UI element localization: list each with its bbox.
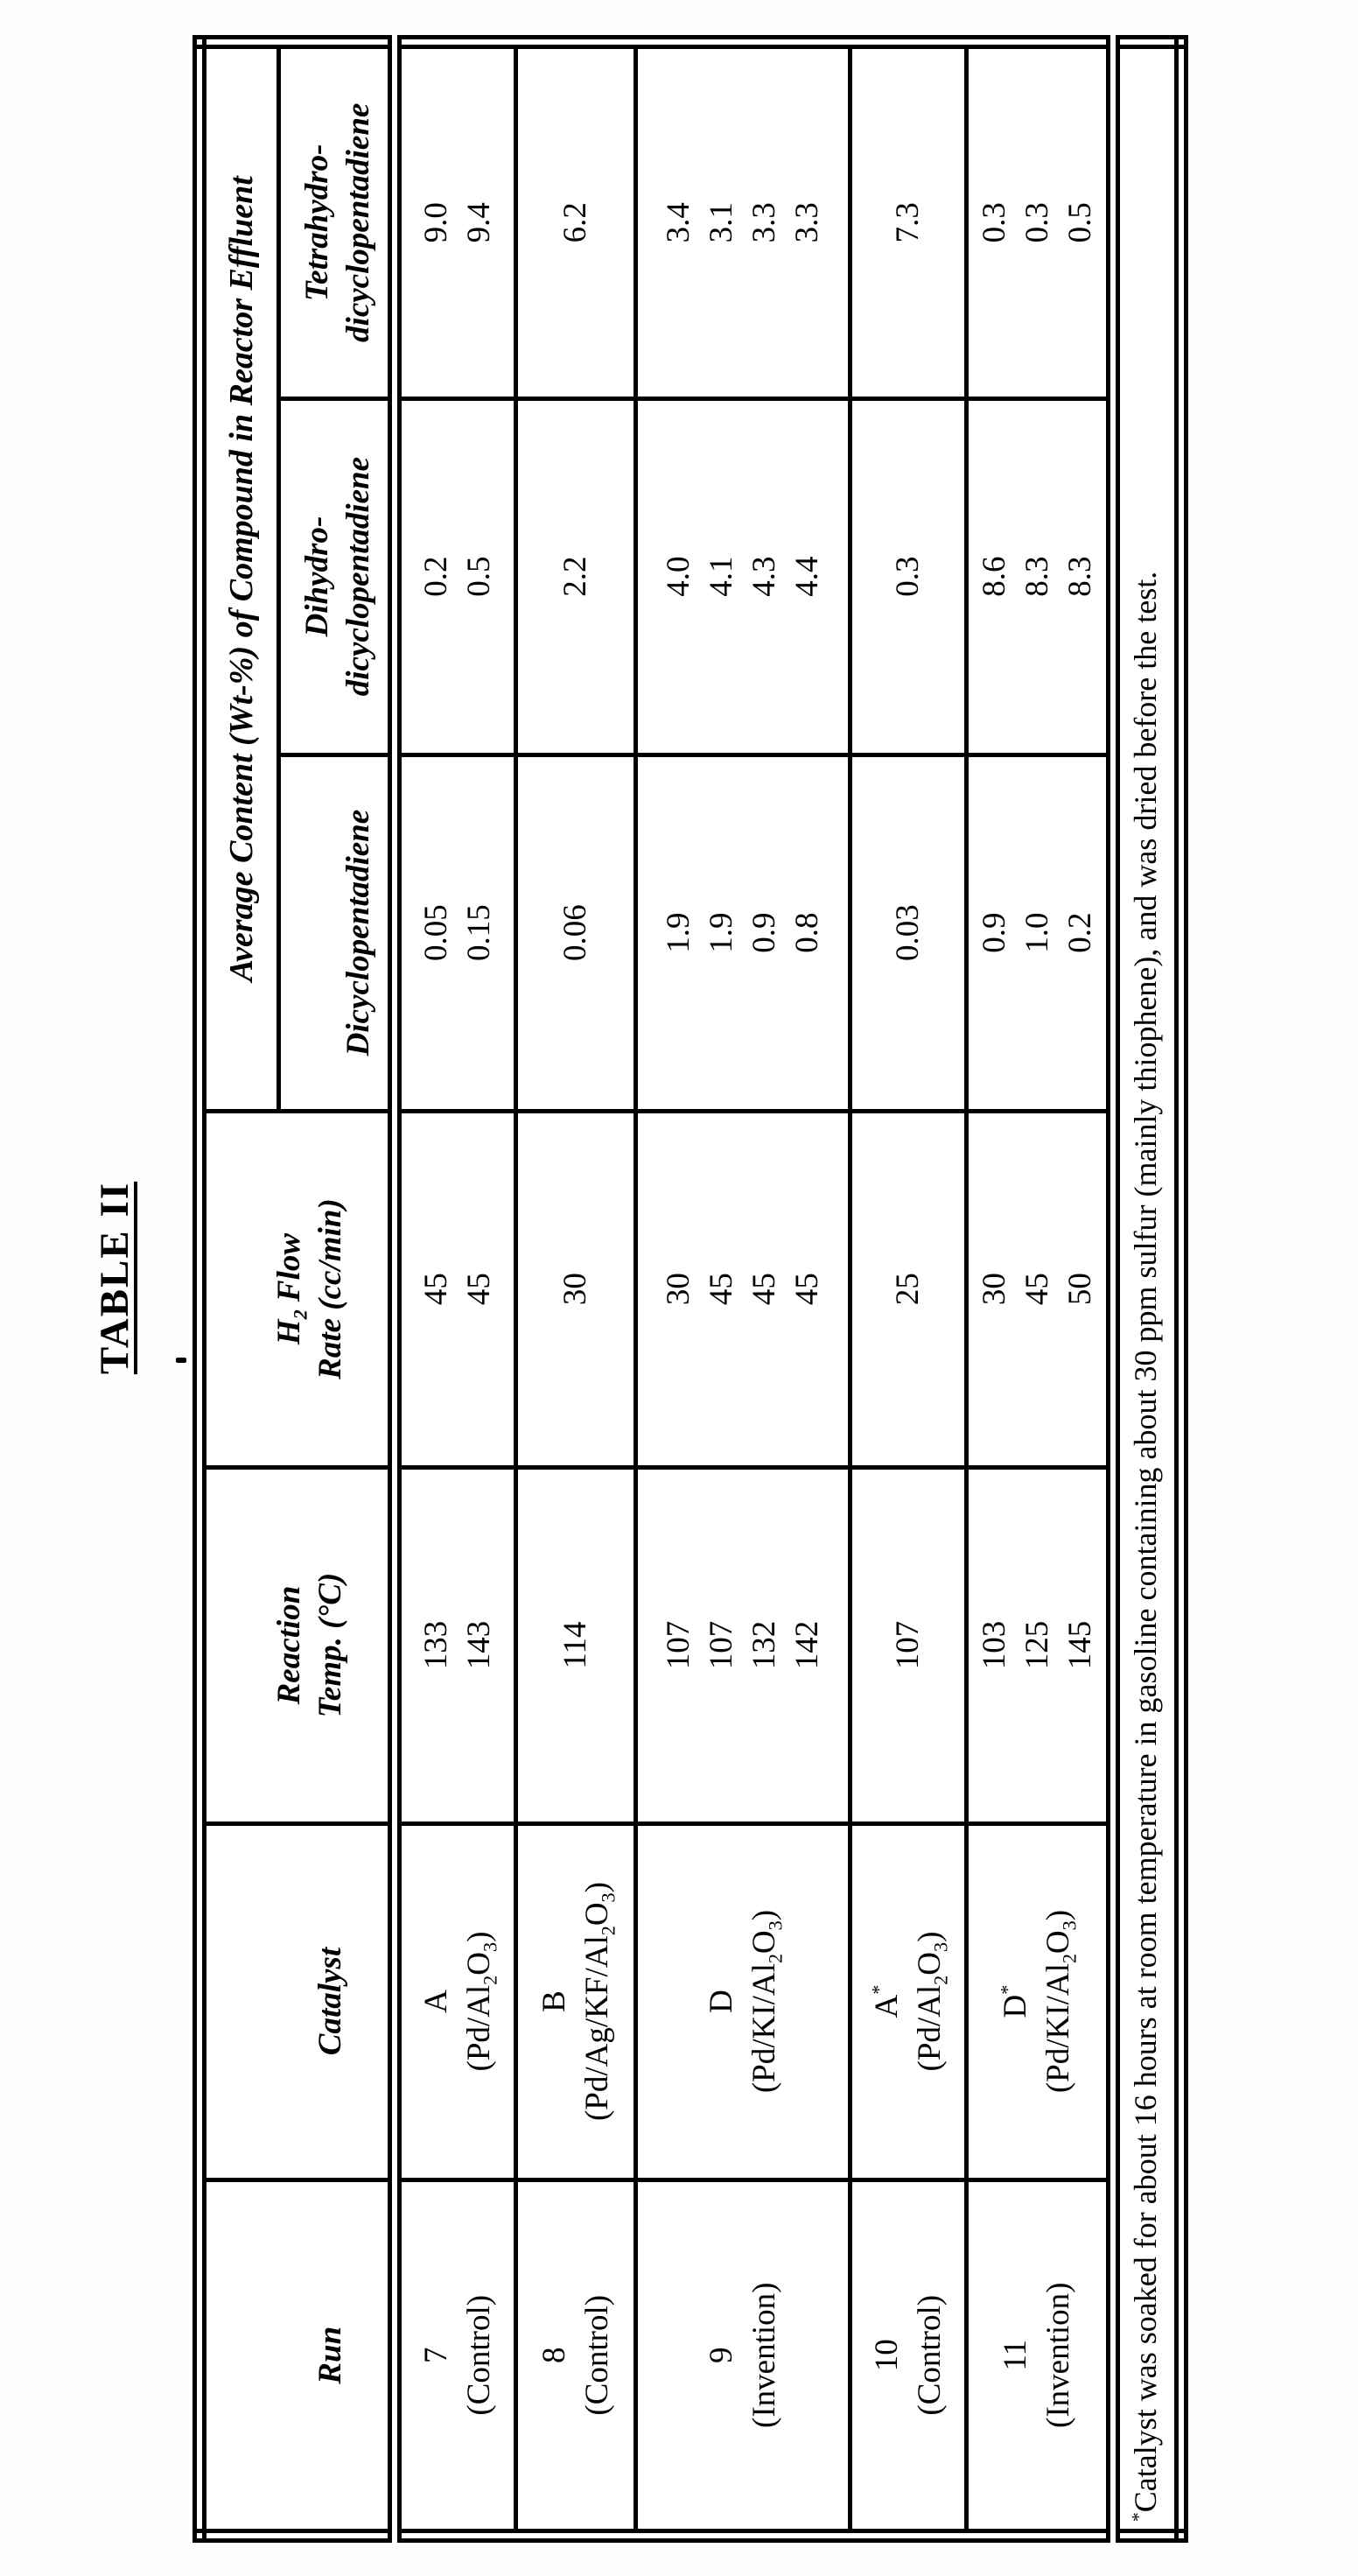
cell-dicyclopentadiene: 1.9 1.9 0.9 0.8 [635, 755, 850, 1112]
cell-tetrahydro: 3.4 3.1 3.3 3.3 [635, 42, 850, 399]
run-9-row: 9 (Invention) D (Pd/KI/Al2O3) 107 107 132 142… [635, 42, 850, 2536]
cell-dicyclopentadiene: 0.9 1.0 0.2 [966, 755, 1113, 1112]
cell-dihydro: 8.6 8.3 8.3 [966, 398, 1113, 755]
subheader-dicyclopentadiene: Dicyclopentadiene [278, 755, 395, 1112]
header-row-main: Run Catalyst Reaction Temp. (°C) H2 Flow R… [200, 42, 395, 2536]
cell-reaction-temp: 133 143 [395, 1467, 515, 1824]
data-table: Run Catalyst Reaction Temp. (°C) H2 Flow R… [192, 35, 1188, 2543]
cell-catalyst: D (Pd/KI/Al2O3) [635, 1823, 850, 2180]
cell-catalyst: D* (Pd/KI/Al2O3) [966, 1823, 1113, 2180]
cell-h2-flow: 45 45 [395, 1111, 515, 1468]
cell-run: 10 (Control) [850, 2179, 966, 2536]
subheader-tetrahydro-dicyclopentadiene: Tetrahydro-dicyclopentadiene [278, 42, 395, 399]
cell-dicyclopentadiene: 0.05 0.15 [395, 755, 515, 1112]
header-catalyst: Catalyst [200, 1823, 395, 2180]
run-8-row: 8 (Control) B (Pd/Ag/KF/Al2O3) 114 30 0.06… [515, 42, 635, 2536]
table-title: TABLE II [92, 1181, 137, 1375]
cell-reaction-temp: 103 125 145 [966, 1467, 1113, 1824]
run-11-row: 11 (Invention) D* (Pd/KI/Al2O3) 103 125 145 … [966, 42, 1113, 2536]
cell-run: 9 (Invention) [635, 2179, 850, 2536]
subheader-dihydro-dicyclopentadiene: Dihydro-dicyclopentadiene [278, 398, 395, 755]
cell-dihydro: 0.2 0.5 [395, 398, 515, 755]
cell-tetrahydro: 7.3 [850, 42, 966, 399]
cell-dihydro: 0.3 [850, 398, 966, 755]
cell-run: 7 (Control) [395, 2179, 515, 2536]
run-7-row: 7 (Control) A (Pd/Al2O3) 133 143 45 45 0.05 0… [395, 42, 515, 2536]
cell-dihydro: 4.0 4.1 4.3 4.4 [635, 398, 850, 755]
header-run: Run [200, 2179, 395, 2536]
cell-h2-flow: 30 45 45 45 [635, 1111, 850, 1468]
cell-dihydro: 2.2 [515, 398, 635, 755]
cell-reaction-temp: 107 107 132 142 [635, 1467, 850, 1824]
cell-tetrahydro: 9.0 9.4 [395, 42, 515, 399]
cell-h2-flow: 25 [850, 1111, 966, 1468]
footnote-row: *Catalyst was soaked for about 16 hours … [1113, 42, 1181, 2536]
header-h2-flow-rate: H2 Flow Rate (cc/min) [200, 1111, 395, 1468]
scan-artifact-dash [176, 1358, 186, 1363]
cell-reaction-temp: 107 [850, 1467, 966, 1824]
run-10-row: 10 (Control) A* (Pd/Al2O3) 107 25 0.03 0.3… [850, 42, 966, 2536]
cell-run: 8 (Control) [515, 2179, 635, 2536]
cell-h2-flow: 30 [515, 1111, 635, 1468]
cell-h2-flow: 30 45 50 [966, 1111, 1113, 1468]
table-footnote: *Catalyst was soaked for about 16 hours … [1113, 42, 1181, 2536]
cell-tetrahydro: 0.3 0.3 0.5 [966, 42, 1113, 399]
cell-catalyst: A (Pd/Al2O3) [395, 1823, 515, 2180]
cell-reaction-temp: 114 [515, 1467, 635, 1824]
cell-catalyst: A* (Pd/Al2O3) [850, 1823, 966, 2180]
cell-tetrahydro: 6.2 [515, 42, 635, 399]
header-reaction-temp: Reaction Temp. (°C) [200, 1467, 395, 1824]
cell-dicyclopentadiene: 0.06 [515, 755, 635, 1112]
cell-catalyst: B (Pd/Ag/KF/Al2O3) [515, 1823, 635, 2180]
cell-run: 11 (Invention) [966, 2179, 1113, 2536]
header-average-content-group: Average Content (Wt-%) of Compound in Re… [200, 42, 279, 1112]
cell-dicyclopentadiene: 0.03 [850, 755, 966, 1112]
